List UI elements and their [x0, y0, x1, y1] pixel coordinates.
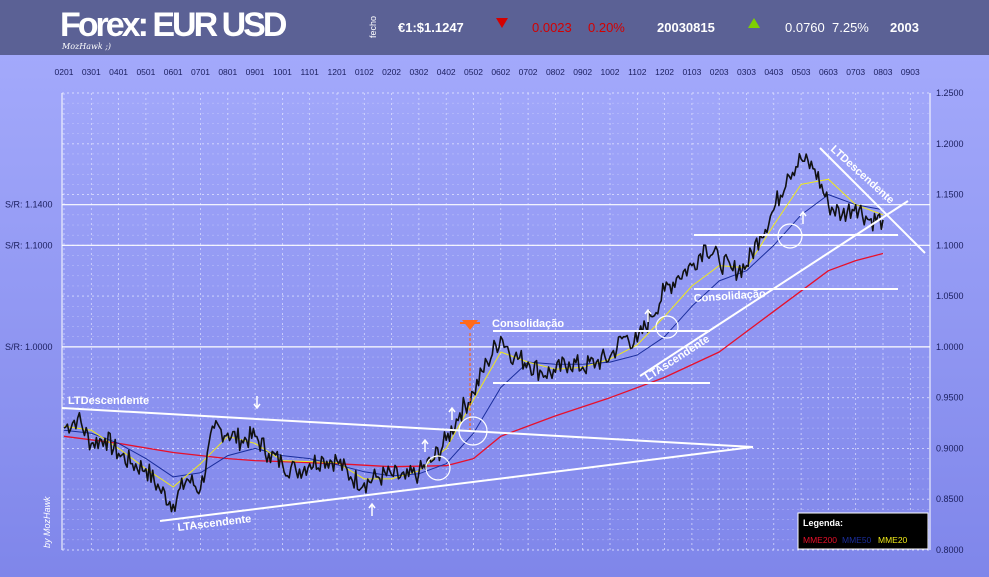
x-tick-label: 0303	[737, 67, 756, 77]
x-tick-label: 0202	[382, 67, 401, 77]
down-triangle-icon	[496, 18, 508, 28]
y-tick-label: 1.1000	[936, 240, 964, 250]
x-tick-label: 0503	[792, 67, 811, 77]
series-mme20-line	[63, 178, 884, 488]
lt-ascendente-line	[159, 446, 754, 522]
x-tick-label: 0103	[682, 67, 701, 77]
legend-box	[797, 512, 929, 550]
watermark-text: by MozHawk	[42, 496, 52, 548]
signature: MozHawk ;)	[62, 42, 112, 51]
x-tick-label: 0603	[819, 67, 838, 77]
x-tick-label: 1102	[628, 67, 647, 77]
x-tick-label: 0401	[109, 67, 128, 77]
x-tick-label: 1201	[328, 67, 347, 77]
x-tick-label: 0901	[246, 67, 265, 77]
year-change: 0.0760	[785, 20, 825, 35]
sr-level-label: S/R: 1.0000	[5, 342, 53, 352]
year-value: 2003	[890, 20, 919, 35]
legend-title: Legenda:	[803, 518, 843, 528]
y-tick-label: 1.2500	[936, 88, 964, 98]
header-bar: Forex: EUR USD MozHawk ;) fecho €1:$1.12…	[0, 0, 989, 55]
legend-item-mme20: MME20	[878, 535, 908, 545]
plot-background	[0, 55, 989, 577]
down-arrow-icon	[253, 403, 261, 410]
annotation-consolidacao: Consolidação	[693, 288, 766, 305]
x-tick-label: 0702	[519, 67, 538, 77]
x-tick-label: 0201	[55, 67, 74, 77]
x-tick-label: 0703	[846, 67, 865, 77]
x-tick-label: 0402	[437, 67, 456, 77]
highlight-circle	[425, 455, 451, 481]
x-tick-label: 0102	[355, 67, 374, 77]
series-mme50-line	[63, 194, 884, 478]
x-tick-label: 0803	[874, 67, 893, 77]
x-tick-label: 1001	[273, 67, 292, 77]
x-tick-label: 0302	[409, 67, 428, 77]
highlight-circle	[458, 416, 488, 446]
annotation-consolidacao: Consolidação	[492, 318, 564, 330]
lt-descendente-line	[819, 147, 926, 254]
legend-item-mme200: MME200	[803, 535, 837, 545]
day-change: 0.0023	[532, 20, 572, 35]
x-tick-label: 0502	[464, 67, 483, 77]
x-tick-label: 0602	[491, 67, 510, 77]
x-tick-label: 0902	[573, 67, 592, 77]
y-tick-label: 0.9500	[936, 393, 964, 403]
up-arrow-icon	[799, 210, 807, 217]
year-change-pct: 7.25%	[832, 20, 869, 35]
x-tick-label: 1202	[655, 67, 674, 77]
highlight-circle	[655, 315, 679, 339]
annotation-lt-descendente: LTDescendente	[68, 395, 149, 407]
up-arrow-icon	[421, 438, 429, 445]
x-tick-label: 0701	[191, 67, 210, 77]
y-tick-label: 0.8000	[936, 545, 964, 555]
highlight-circle	[777, 223, 803, 249]
up-triangle-icon	[748, 18, 760, 28]
sr-level-label: S/R: 1.1400	[5, 200, 53, 210]
x-tick-label: 0203	[710, 67, 729, 77]
y-tick-label: 1.1500	[936, 190, 964, 200]
legend-item-mme50: MME50	[842, 535, 872, 545]
y-tick-label: 1.2000	[936, 139, 964, 149]
x-tick-label: 1101	[301, 67, 320, 77]
lt-descendente-line	[61, 407, 754, 448]
day-change-pct: 0.20%	[588, 20, 625, 35]
y-tick-label: 0.9000	[936, 443, 964, 453]
series-mme200-line	[63, 252, 884, 468]
y-tick-label: 1.0500	[936, 291, 964, 301]
series-price-line	[63, 153, 884, 513]
legend: Legenda: MME200 MME50 MME20	[797, 512, 929, 550]
x-tick-label: 0403	[764, 67, 783, 77]
x-tick-label: 1002	[601, 67, 620, 77]
x-tick-label: 0801	[218, 67, 237, 77]
y-tick-label: 1.0000	[936, 342, 964, 352]
date-value: 20030815	[657, 20, 715, 35]
x-tick-label: 0802	[546, 67, 565, 77]
x-tick-label: 0501	[136, 67, 155, 77]
page-title: Forex: EUR USD	[60, 6, 287, 44]
up-arrow-icon	[368, 502, 376, 509]
close-value: €1:$1.1247	[398, 20, 464, 35]
up-arrow-icon	[644, 308, 652, 315]
y-tick-label: 0.8500	[936, 494, 964, 504]
up-arrow-icon	[448, 406, 456, 413]
x-tick-label: 0301	[82, 67, 101, 77]
x-tick-label: 0601	[164, 67, 183, 77]
sr-level-label: S/R: 1.1000	[5, 240, 53, 250]
x-tick-label: 0903	[901, 67, 920, 77]
